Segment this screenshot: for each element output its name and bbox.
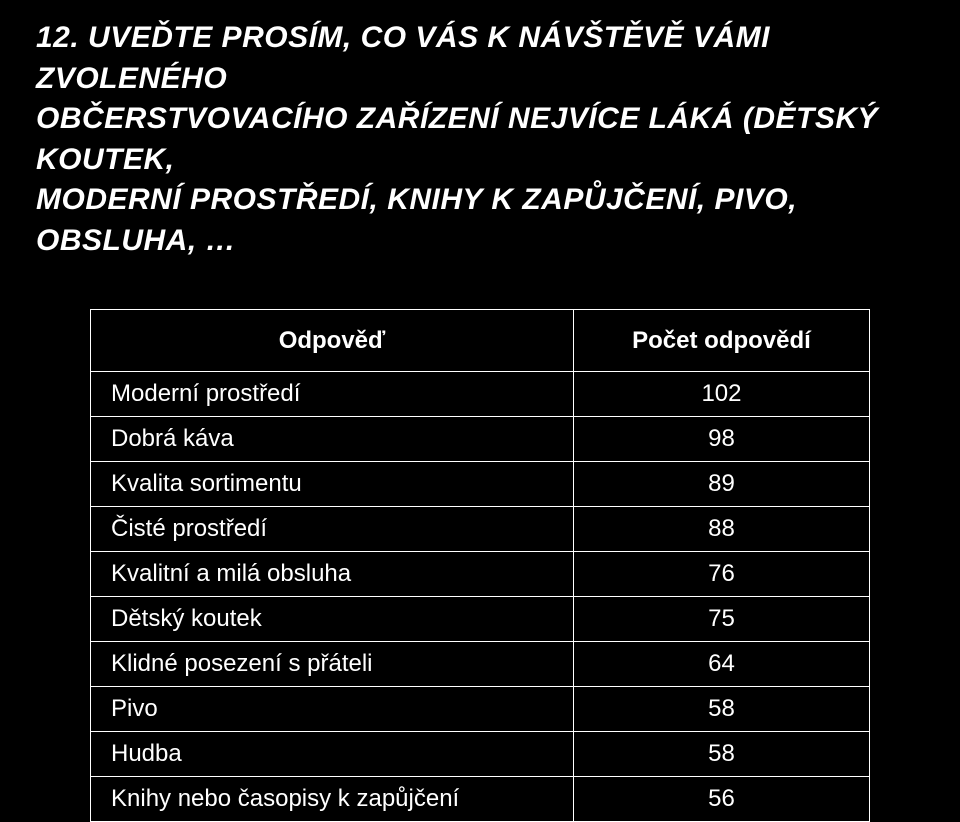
count-cell: 75 xyxy=(573,597,869,642)
heading-line-3: MODERNÍ PROSTŘEDÍ, KNIHY K ZAPŮJČENÍ, PI… xyxy=(36,183,797,257)
results-table: Odpověď Počet odpovědí Moderní prostředí… xyxy=(90,309,870,822)
table-row: Knihy nebo časopisy k zapůjčení 56 xyxy=(91,777,870,822)
question-heading: 12. UVEĎTE PROSÍM, CO VÁS K NÁVŠTĚVĚ VÁM… xyxy=(0,0,960,261)
answer-cell: Hudba xyxy=(91,732,574,777)
count-cell: 64 xyxy=(573,642,869,687)
header-answer: Odpověď xyxy=(91,310,574,372)
count-cell: 76 xyxy=(573,552,869,597)
table-row: Hudba 58 xyxy=(91,732,870,777)
table-row: Moderní prostředí 102 xyxy=(91,372,870,417)
answer-cell: Dětský koutek xyxy=(91,597,574,642)
table-row: Klidné posezení s přáteli 64 xyxy=(91,642,870,687)
count-cell: 88 xyxy=(573,507,869,552)
count-cell: 56 xyxy=(573,777,869,822)
count-cell: 89 xyxy=(573,462,869,507)
answer-cell: Dobrá káva xyxy=(91,417,574,462)
table-header-row: Odpověď Počet odpovědí xyxy=(91,310,870,372)
table-row: Kvalita sortimentu 89 xyxy=(91,462,870,507)
table-row: Dětský koutek 75 xyxy=(91,597,870,642)
table-row: Dobrá káva 98 xyxy=(91,417,870,462)
count-cell: 58 xyxy=(573,687,869,732)
header-count: Počet odpovědí xyxy=(573,310,869,372)
answer-cell: Knihy nebo časopisy k zapůjčení xyxy=(91,777,574,822)
answer-cell: Kvalitní a milá obsluha xyxy=(91,552,574,597)
count-cell: 98 xyxy=(573,417,869,462)
count-cell: 102 xyxy=(573,372,869,417)
table-row: Kvalitní a milá obsluha 76 xyxy=(91,552,870,597)
table-row: Čisté prostředí 88 xyxy=(91,507,870,552)
heading-line-2: OBČERSTVOVACÍHO ZAŘÍZENÍ NEJVÍCE LÁKÁ (D… xyxy=(36,102,878,176)
answer-cell: Moderní prostředí xyxy=(91,372,574,417)
answer-cell: Pivo xyxy=(91,687,574,732)
count-cell: 58 xyxy=(573,732,869,777)
results-table-wrap: Odpověď Počet odpovědí Moderní prostředí… xyxy=(90,309,870,822)
heading-line-1: 12. UVEĎTE PROSÍM, CO VÁS K NÁVŠTĚVĚ VÁM… xyxy=(36,21,770,95)
answer-cell: Klidné posezení s přáteli xyxy=(91,642,574,687)
answer-cell: Čisté prostředí xyxy=(91,507,574,552)
answer-cell: Kvalita sortimentu xyxy=(91,462,574,507)
table-row: Pivo 58 xyxy=(91,687,870,732)
